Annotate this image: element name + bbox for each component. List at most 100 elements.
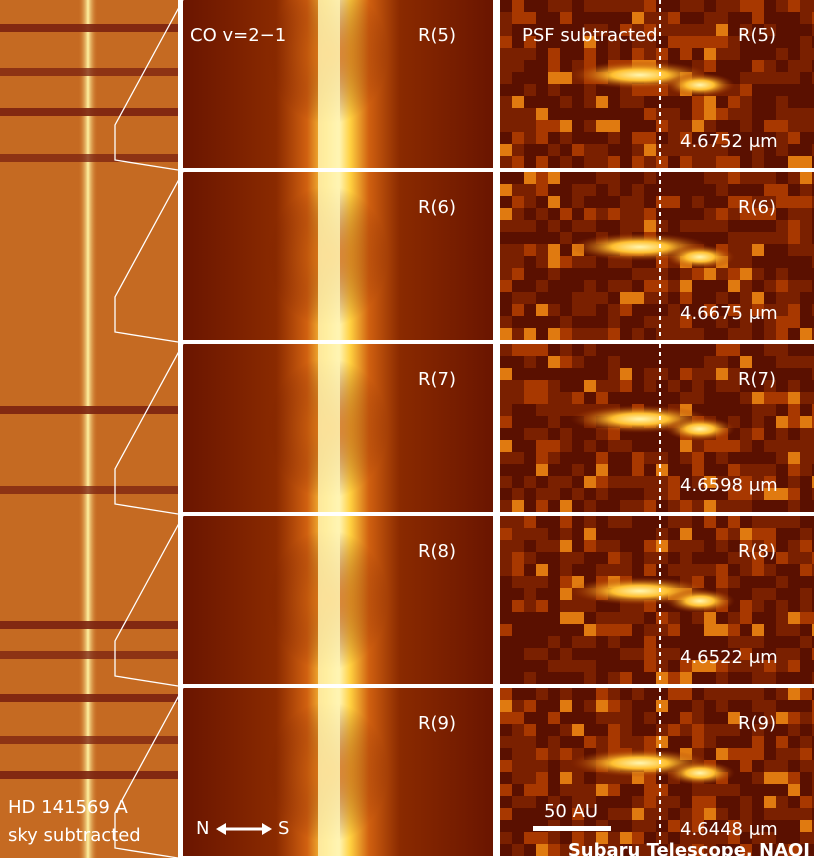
noise-pixel xyxy=(740,844,752,856)
noise-pixel xyxy=(596,144,608,156)
noise-pixel xyxy=(776,440,788,452)
noise-pixel xyxy=(596,624,608,636)
noise-pixel xyxy=(536,648,548,660)
noise-pixel xyxy=(584,344,596,356)
noise-pixel xyxy=(632,12,644,24)
noise-pixel xyxy=(584,220,596,232)
noise-pixel xyxy=(524,736,536,748)
sky-line xyxy=(0,621,178,629)
noise-pixel xyxy=(512,500,524,512)
noise-pixel xyxy=(500,528,512,540)
noise-pixel xyxy=(560,72,572,84)
noise-pixel xyxy=(692,844,704,856)
noise-pixel xyxy=(716,688,728,700)
noise-pixel xyxy=(644,368,656,380)
noise-pixel xyxy=(704,660,716,672)
noise-pixel xyxy=(632,220,644,232)
noise-pixel xyxy=(728,208,740,220)
noise-pixel xyxy=(644,624,656,636)
noise-pixel xyxy=(704,796,716,808)
noise-pixel xyxy=(560,576,572,588)
noise-pixel xyxy=(740,108,752,120)
noise-pixel xyxy=(668,328,680,340)
noise-pixel xyxy=(500,392,512,404)
noise-pixel xyxy=(740,464,752,476)
noise-pixel xyxy=(728,820,740,832)
noise-pixel xyxy=(788,748,800,760)
noise-pixel xyxy=(668,820,680,832)
connector xyxy=(114,0,184,171)
noise-pixel xyxy=(560,844,572,856)
noise-pixel xyxy=(668,624,680,636)
noise-pixel xyxy=(524,132,536,144)
noise-pixel xyxy=(548,844,560,856)
noise-pixel xyxy=(620,280,632,292)
noise-pixel xyxy=(716,108,728,120)
noise-pixel xyxy=(680,820,692,832)
noise-pixel xyxy=(800,196,812,208)
noise-pixel xyxy=(668,796,680,808)
noise-pixel xyxy=(608,36,620,48)
noise-pixel xyxy=(608,0,620,12)
noise-pixel xyxy=(548,84,560,96)
noise-pixel xyxy=(752,392,764,404)
noise-pixel xyxy=(500,712,512,724)
noise-pixel xyxy=(524,120,536,132)
noise-pixel xyxy=(632,688,644,700)
noise-pixel xyxy=(584,380,596,392)
noise-pixel xyxy=(788,380,800,392)
noise-pixel xyxy=(608,440,620,452)
noise-pixel xyxy=(716,808,728,820)
noise-pixel xyxy=(752,244,764,256)
noise-pixel xyxy=(572,844,584,856)
noise-pixel xyxy=(608,132,620,144)
noise-pixel xyxy=(668,488,680,500)
noise-pixel xyxy=(572,660,584,672)
noise-pixel xyxy=(764,392,776,404)
noise-pixel xyxy=(656,368,668,380)
noise-pixel xyxy=(788,464,800,476)
noise-pixel xyxy=(512,700,524,712)
noise-pixel xyxy=(620,220,632,232)
noise-pixel xyxy=(716,576,728,588)
noise-pixel xyxy=(584,624,596,636)
noise-pixel xyxy=(800,440,812,452)
noise-pixel xyxy=(812,416,814,428)
noise-pixel xyxy=(704,808,716,820)
wavelength-label: 4.6522 μm xyxy=(680,647,778,668)
noise-pixel xyxy=(620,832,632,844)
noise-pixel xyxy=(536,208,548,220)
noise-pixel xyxy=(740,356,752,368)
noise-pixel xyxy=(620,368,632,380)
noise-pixel xyxy=(500,516,512,528)
noise-pixel xyxy=(512,392,524,404)
target-label: HD 141569 A xyxy=(8,797,129,818)
noise-pixel xyxy=(632,292,644,304)
noise-pixel xyxy=(644,488,656,500)
noise-pixel xyxy=(536,500,548,512)
noise-pixel xyxy=(680,24,692,36)
noise-pixel xyxy=(608,808,620,820)
noise-pixel xyxy=(548,796,560,808)
noise-pixel xyxy=(764,404,776,416)
noise-pixel xyxy=(728,516,740,528)
noise-pixel xyxy=(716,724,728,736)
noise-pixel xyxy=(776,304,788,316)
noise-pixel xyxy=(800,760,812,772)
noise-pixel xyxy=(560,600,572,612)
noise-pixel xyxy=(764,712,776,724)
noise-pixel xyxy=(692,564,704,576)
noise-pixel xyxy=(500,96,512,108)
noise-pixel xyxy=(512,256,524,268)
noise-pixel xyxy=(800,736,812,748)
noise-pixel xyxy=(800,36,812,48)
noise-pixel xyxy=(764,476,776,488)
noise-pixel xyxy=(680,328,692,340)
noise-pixel xyxy=(716,292,728,304)
noise-pixel xyxy=(788,156,800,168)
noise-pixel xyxy=(524,220,536,232)
noise-pixel xyxy=(584,784,596,796)
noise-pixel xyxy=(620,292,632,304)
noise-pixel xyxy=(776,96,788,108)
noise-pixel xyxy=(812,784,814,796)
